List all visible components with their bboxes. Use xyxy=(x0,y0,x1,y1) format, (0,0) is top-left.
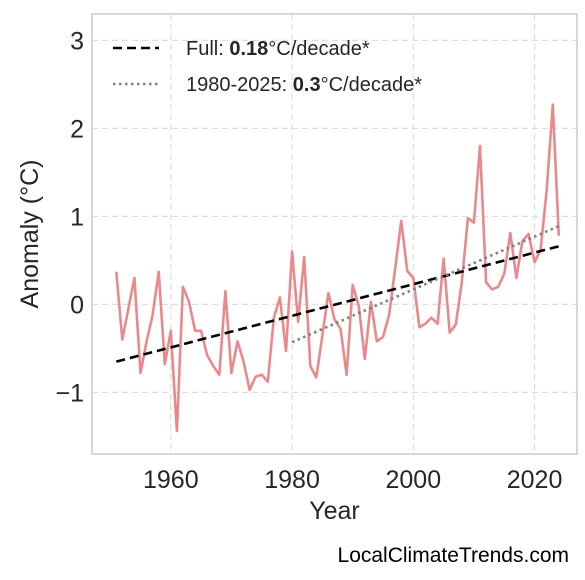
x-tick-label: 2000 xyxy=(386,466,442,494)
y-tick-label: 2 xyxy=(70,115,84,143)
legend-label: 1980-2025: 0.3°C/decade* xyxy=(186,74,422,96)
trend-line-full xyxy=(115,245,560,363)
x-axis-label: Year xyxy=(309,497,360,525)
series-line-anomaly xyxy=(115,103,561,433)
x-tick-label: 1980 xyxy=(264,466,320,494)
y-tick-label: 3 xyxy=(70,27,84,55)
y-tick-label: 0 xyxy=(70,291,84,319)
trend-line-1980-2025 xyxy=(291,224,560,344)
x-tick-label: 1960 xyxy=(143,466,199,494)
watermark-text: LocalClimateTrends.com xyxy=(337,544,569,567)
y-tick-label: 1 xyxy=(70,203,84,231)
y-tick-label: −1 xyxy=(55,379,84,407)
x-tick-label: 2020 xyxy=(507,466,563,494)
legend-label: Full: 0.18°C/decade* xyxy=(186,38,370,60)
plot-frame xyxy=(91,13,578,455)
y-axis-label: Anomaly (°C) xyxy=(16,160,44,309)
